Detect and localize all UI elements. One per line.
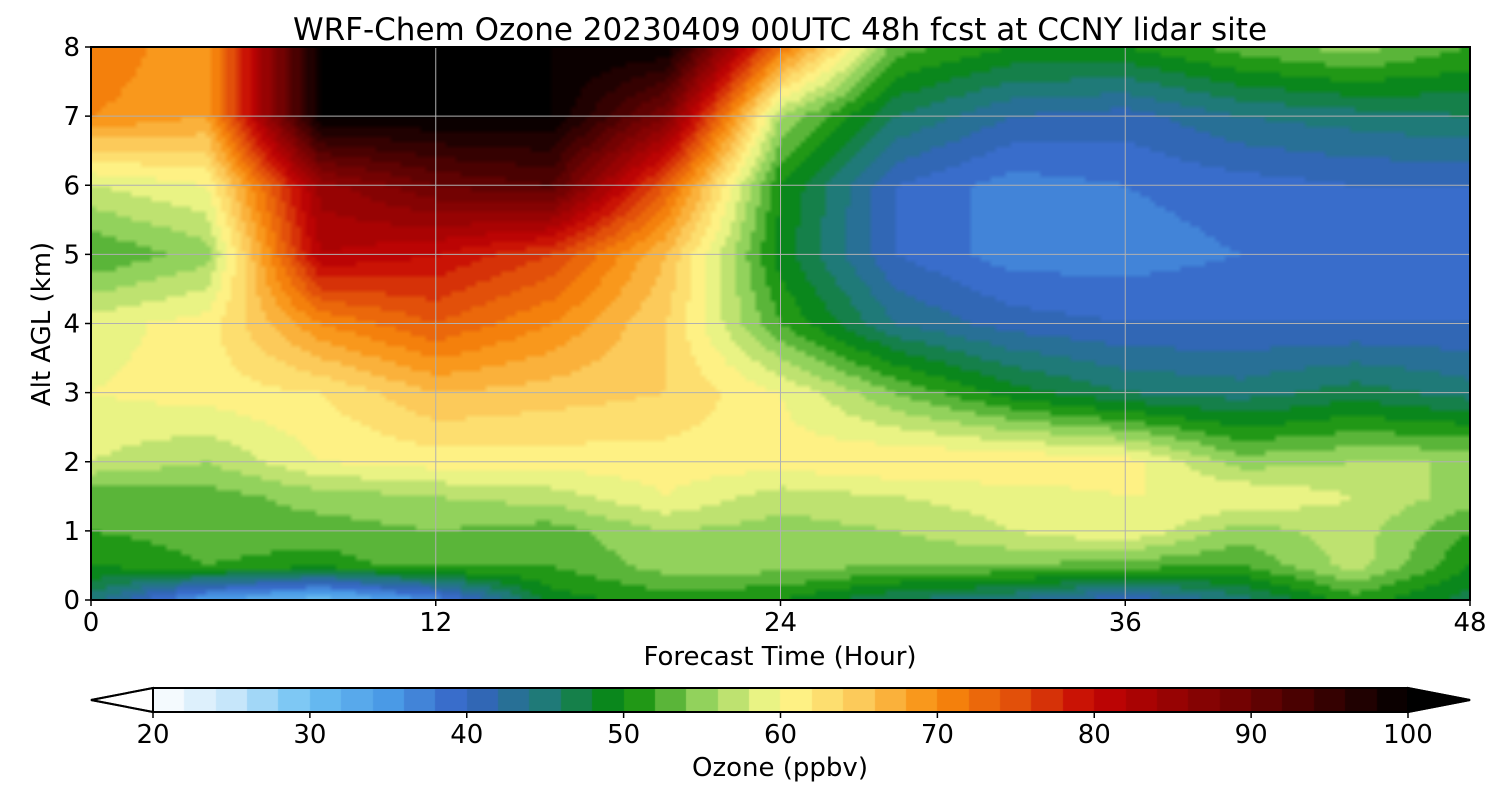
x-tick-label: 12 (419, 608, 452, 638)
colorbar-tick-label: 100 (1383, 720, 1433, 750)
x-tick-label: 48 (1453, 608, 1486, 638)
y-tick-label: 8 (63, 33, 80, 63)
y-tick-label: 2 (63, 448, 80, 478)
y-tick-label: 5 (63, 240, 80, 270)
colorbar-tick-label: 70 (921, 720, 954, 750)
colorbar-gradient (153, 688, 1408, 712)
y-tick-label: 7 (63, 102, 80, 132)
y-axis-label: Alt AGL (km) (27, 242, 57, 406)
colorbar-ticks: 20 30 40 50 60 70 80 90 100 (136, 712, 1433, 750)
x-tick-label: 0 (83, 608, 100, 638)
colorbar-tick-label: 20 (136, 720, 169, 750)
chart-title: WRF-Chem Ozone 20230409 00UTC 48h fcst a… (293, 12, 1267, 48)
x-axis-label: Forecast Time (Hour) (643, 642, 916, 672)
y-axis: 0 1 2 3 4 5 6 7 8 (63, 33, 91, 616)
colorbar-tick-label: 90 (1235, 720, 1268, 750)
y-tick-label: 4 (63, 310, 80, 340)
colorbar-label: Ozone (ppbv) (692, 753, 868, 783)
y-tick-label: 0 (63, 586, 80, 616)
x-axis: 0 12 24 36 48 (83, 600, 1487, 638)
x-tick-label: 36 (1109, 608, 1142, 638)
colorbar: 20 30 40 50 60 70 80 90 100 Ozone (ppbv) (90, 686, 1471, 783)
y-tick-label: 1 (63, 517, 80, 547)
colorbar-tick-label: 60 (764, 720, 797, 750)
x-tick-label: 24 (764, 608, 797, 638)
plot-area (90, 46, 1471, 601)
colorbar-high-extension (1407, 686, 1471, 714)
y-tick-label: 3 (63, 379, 80, 409)
colorbar-tick-label: 40 (450, 720, 483, 750)
colorbar-tick-label: 50 (607, 720, 640, 750)
y-tick-label: 6 (63, 171, 80, 201)
colorbar-tick-label: 80 (1078, 720, 1111, 750)
colorbar-tick-label: 30 (293, 720, 326, 750)
colorbar-low-extension (90, 686, 154, 714)
